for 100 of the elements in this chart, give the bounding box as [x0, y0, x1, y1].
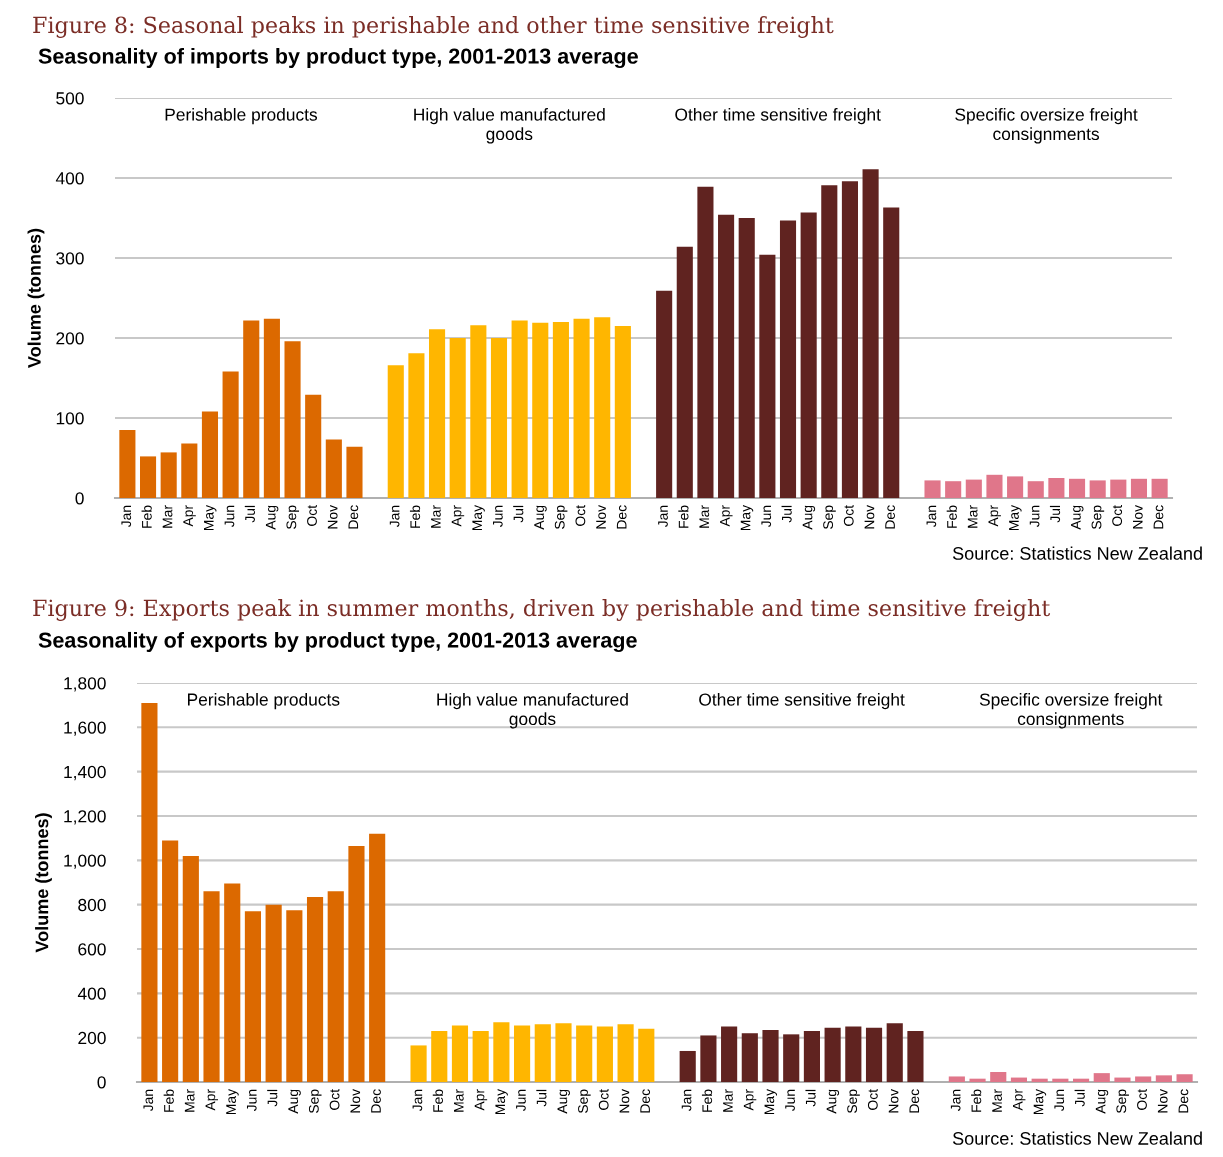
x-tick-label: May: [740, 504, 754, 531]
x-tick-label: Sep: [823, 505, 836, 530]
x-tick-label: Jul: [805, 1089, 816, 1107]
bar: [573, 318, 590, 498]
x-tick-label: Dec: [616, 505, 627, 529]
x-tick-label: Aug: [802, 505, 816, 530]
bar: [596, 1026, 613, 1082]
x-tick-label: Nov: [350, 1088, 361, 1113]
bar: [182, 855, 199, 1082]
x-tick-label: Nov: [1157, 1088, 1168, 1113]
bar: [1007, 476, 1024, 498]
bar: [263, 318, 280, 498]
x-tick-label: Oct: [329, 1089, 340, 1110]
x-tick-label: Mar: [723, 1089, 733, 1112]
x-tick-label: Feb: [701, 1089, 713, 1112]
x-tick-label: Feb: [141, 505, 152, 528]
y-tick-label: 200: [78, 1031, 106, 1045]
x-tick-label: Jul: [536, 1089, 547, 1107]
bar: [305, 394, 322, 498]
x-tick-label: May: [1033, 1088, 1047, 1115]
bar: [472, 1031, 489, 1082]
bar: [759, 254, 776, 498]
x-tick-label: Apr: [1012, 1089, 1026, 1111]
x-tick-label: Dec: [348, 505, 359, 529]
bar: [1048, 478, 1065, 498]
source-note: Source: Statistics New Zealand: [952, 546, 1202, 560]
bar: [986, 474, 1003, 498]
bar: [162, 840, 179, 1082]
bar: [555, 1023, 572, 1082]
x-tick-label: May: [226, 1088, 239, 1115]
x-tick-label: Apr: [988, 505, 1001, 527]
x-tick-label: Jul: [781, 505, 792, 523]
x-tick-label: Oct: [598, 1089, 609, 1110]
bar: [1027, 481, 1044, 498]
bar: [286, 910, 303, 1082]
annotation: High value manufactured goods: [414, 108, 605, 144]
x-tick-label: Nov: [888, 1088, 899, 1113]
y-tick-label: 1,200: [64, 810, 106, 825]
bar: [617, 1024, 634, 1082]
x-tick-label: Jan: [121, 505, 132, 528]
bar: [224, 883, 241, 1082]
bar: [203, 891, 220, 1082]
x-tick-label: Nov: [596, 504, 606, 529]
x-tick-label: Sep: [1091, 505, 1105, 530]
x-tick-label: Aug: [534, 505, 547, 530]
x-tick-label: Mar: [184, 1089, 195, 1112]
x-tick-label: Dec: [885, 505, 895, 529]
y-tick-label: 300: [56, 252, 84, 265]
x-tick-label: Oct: [867, 1089, 878, 1110]
bar: [284, 341, 301, 498]
bar: [779, 220, 797, 498]
annotation: High value manufactured goods: [437, 692, 628, 729]
bar: [1114, 1077, 1131, 1082]
x-tick-label: Jun: [493, 505, 503, 528]
bar: [181, 443, 198, 498]
bar: [762, 1029, 779, 1082]
bar: [656, 290, 673, 498]
x-tick-label: Aug: [557, 1089, 570, 1114]
y-tick-label: 1,600: [64, 721, 106, 736]
x-tick-label: Sep: [554, 505, 568, 530]
bar: [697, 186, 714, 498]
x-tick-label: Jan: [926, 505, 937, 528]
x-tick-label: Apr: [183, 505, 196, 527]
bar: [387, 365, 404, 498]
x-tick-label: Jun: [785, 1089, 795, 1112]
annotation: Perishable products: [165, 108, 318, 125]
bar: [821, 185, 838, 498]
x-tick-label: Aug: [288, 1089, 301, 1114]
x-tick-label: Apr: [743, 1089, 757, 1111]
bar: [408, 353, 425, 498]
x-tick-label: Apr: [451, 505, 465, 527]
bar: [594, 317, 611, 498]
y-tick-label: 0: [75, 492, 84, 505]
y-tick-label: 600: [78, 943, 106, 956]
x-tick-label: Mar: [699, 505, 710, 528]
bar: [119, 430, 136, 498]
bar: [824, 1027, 841, 1082]
x-tick-label: May: [204, 504, 217, 531]
y-tick-label: 1,800: [64, 677, 106, 692]
bar: [845, 1026, 862, 1082]
bar: [783, 1034, 800, 1082]
bar: [841, 181, 858, 498]
bar: [924, 480, 941, 498]
x-tick-label: Mar: [431, 505, 441, 528]
x-tick-label: Jun: [516, 1089, 526, 1112]
bar: [948, 1076, 965, 1082]
x-tick-label: Oct: [307, 505, 317, 526]
x-tick-label: May: [1009, 504, 1022, 531]
bar: [141, 702, 158, 1082]
x-tick-label: Feb: [163, 1089, 174, 1112]
y-axis-title: Volume (tonnes): [35, 813, 52, 953]
x-tick-label: Jul: [244, 505, 255, 523]
x-tick-label: Sep: [286, 505, 300, 530]
x-tick-label: Dec: [1178, 1089, 1189, 1113]
bar: [552, 322, 569, 498]
x-tick-label: Mar: [454, 1089, 464, 1112]
x-tick-label: Dec: [1153, 505, 1164, 529]
x-tick-label: Mar: [162, 505, 173, 528]
bar: [638, 1028, 655, 1082]
bar: [862, 169, 879, 498]
